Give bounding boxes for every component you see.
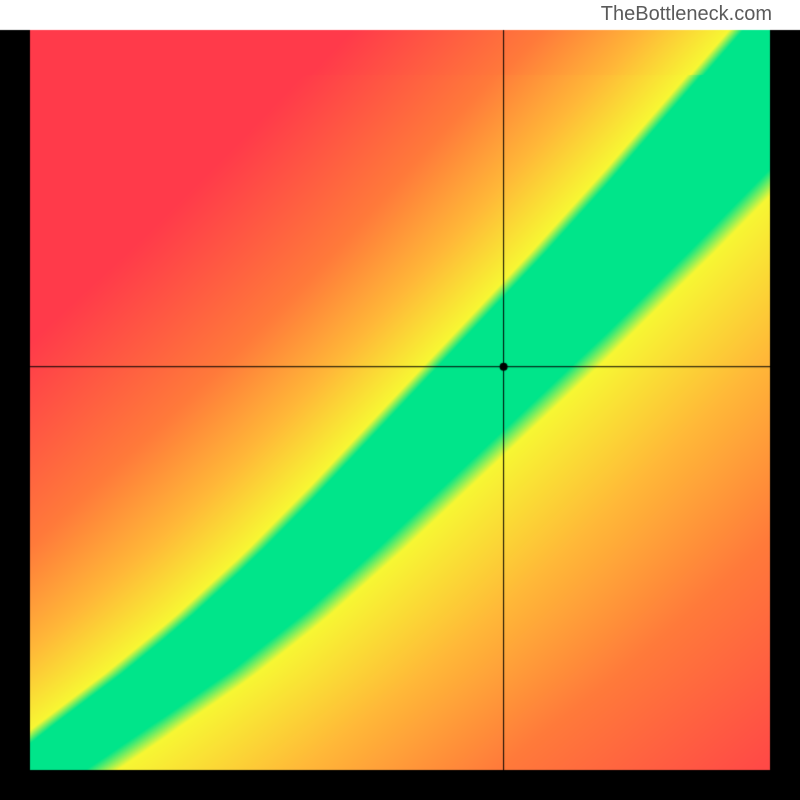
- heatmap-canvas: [0, 0, 800, 800]
- attribution-text: TheBottleneck.com: [601, 3, 772, 26]
- chart-container: TheBottleneck.com: [0, 0, 800, 800]
